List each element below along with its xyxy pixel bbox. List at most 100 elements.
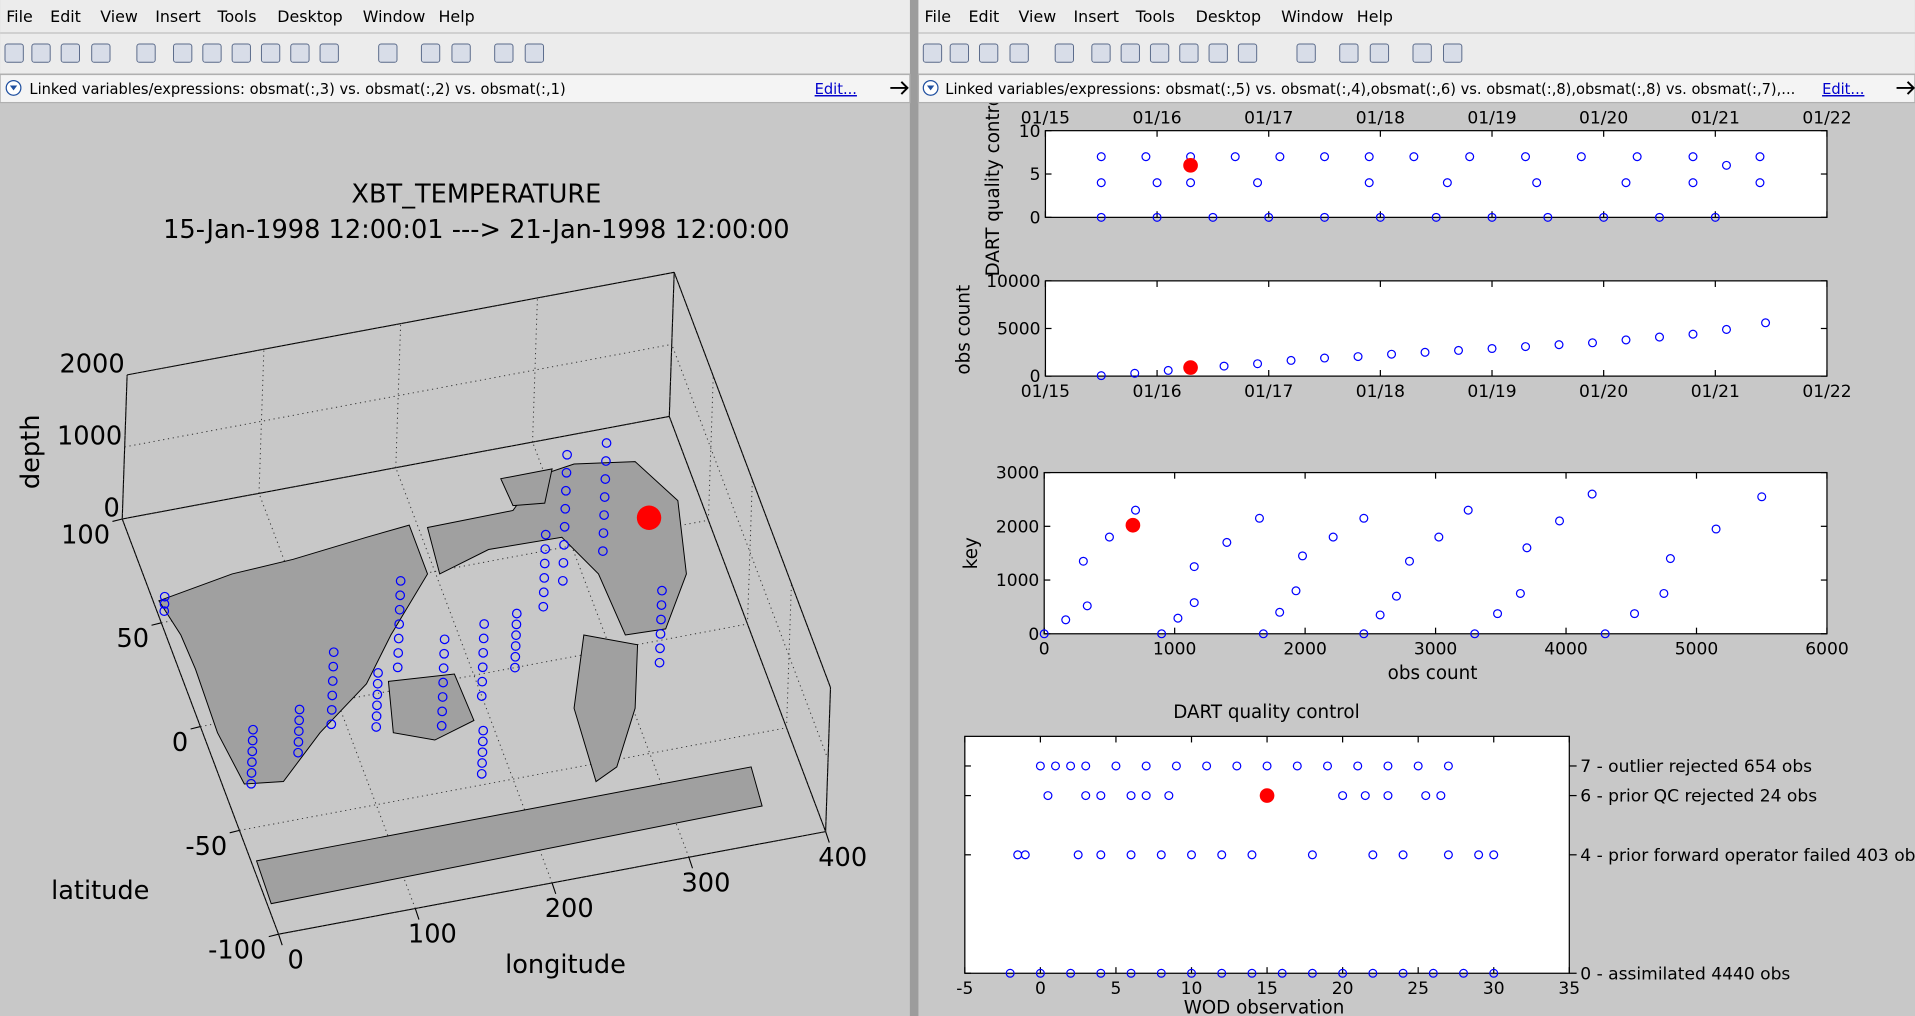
y-tick-label: 10000: [986, 272, 1040, 292]
menu-item[interactable]: Insert: [155, 7, 200, 26]
x-tick-label: 01/16: [1132, 382, 1181, 402]
toolbar-button[interactable]: [1444, 44, 1462, 62]
toolbar-button[interactable]: [421, 44, 439, 62]
linked-icon[interactable]: [6, 81, 21, 96]
toolbar-button[interactable]: [32, 44, 50, 62]
y-tick-label: 0: [1030, 208, 1041, 228]
x-tick-label: 4000: [1544, 640, 1587, 660]
menu-item[interactable]: File: [925, 7, 952, 26]
toolbar-button[interactable]: [1010, 44, 1028, 62]
y-tick-label: 0: [1028, 625, 1039, 645]
toolbar-button[interactable]: [1092, 44, 1110, 62]
y-tick-label: 7 - outlier rejected 654 obs: [1580, 757, 1812, 777]
x-tick-label: 400: [818, 843, 867, 873]
x-tick-label: 10: [1181, 979, 1203, 999]
plot-area: [1045, 281, 1827, 376]
screen: XBT_TEMPERATURE 15-Jan-1998 12:00:01 ---…: [0, 0, 1915, 1016]
toolbar-button[interactable]: [1340, 44, 1358, 62]
toolbar-button[interactable]: [979, 44, 997, 62]
toolbar-button[interactable]: [1238, 44, 1256, 62]
highlighted-point: [1126, 518, 1141, 533]
x-tick-label: 3000: [1414, 640, 1457, 660]
y-tick-label: 1000: [996, 571, 1039, 591]
highlighted-point: [1260, 788, 1275, 803]
y-tick-label: 5000: [997, 320, 1040, 340]
x-tick-label: 6000: [1805, 640, 1848, 660]
plot-area: [965, 736, 1569, 973]
edit-link[interactable]: Edit...: [815, 81, 857, 98]
x-tick-label: 5000: [1675, 640, 1718, 660]
z-tick-label: 1000: [57, 422, 122, 452]
toolbar-button[interactable]: [452, 44, 470, 62]
y-axis-label: key: [961, 537, 982, 569]
chart-title: DART quality control: [1173, 702, 1360, 723]
toolbar-button[interactable]: [1150, 44, 1168, 62]
toolbar-button[interactable]: [61, 44, 79, 62]
chart-title: XBT_TEMPERATURE: [351, 180, 601, 210]
toolbar-button[interactable]: [291, 44, 309, 62]
y-tick-label: 6 - prior QC rejected 24 obs: [1580, 787, 1817, 807]
menu-item[interactable]: Desktop: [277, 7, 342, 26]
x-tick-label: 01/21: [1691, 382, 1740, 402]
x-tick-label: 0: [1035, 979, 1046, 999]
menu-item[interactable]: Edit: [50, 7, 81, 26]
toolbar-button[interactable]: [1180, 44, 1198, 62]
chart-subtitle: 15-Jan-1998 12:00:01 ---> 21-Jan-1998 12…: [163, 215, 789, 245]
toolbar-button[interactable]: [261, 44, 279, 62]
toolbar-button[interactable]: [320, 44, 338, 62]
linked-icon[interactable]: [923, 81, 938, 96]
menu-item[interactable]: Window: [1281, 7, 1344, 26]
toolbar-button[interactable]: [1209, 44, 1227, 62]
menu-item[interactable]: Window: [363, 7, 426, 26]
x-axis-label: longitude: [505, 950, 626, 980]
toolbar-button[interactable]: [923, 44, 941, 62]
x-tick-label: 35: [1558, 979, 1580, 999]
y-tick-label: -100: [208, 936, 266, 966]
toolbar-button[interactable]: [525, 44, 543, 62]
menu-item[interactable]: File: [6, 7, 33, 26]
y-tick-label: -50: [185, 832, 227, 862]
toolbar-button[interactable]: [232, 44, 250, 62]
menu-item[interactable]: View: [100, 7, 138, 26]
menu-item[interactable]: Tools: [1135, 7, 1175, 26]
x-tick-label: 01/20: [1579, 108, 1628, 128]
edit-link[interactable]: Edit...: [1822, 81, 1864, 98]
x-tick-label: 200: [545, 894, 594, 924]
toolbar-button[interactable]: [495, 44, 513, 62]
toolbar-button[interactable]: [203, 44, 221, 62]
x-tick-label: 01/20: [1579, 382, 1628, 402]
toolbar-button[interactable]: [1413, 44, 1431, 62]
toolbar-button[interactable]: [1121, 44, 1139, 62]
y-axis-label: latitude: [51, 876, 149, 906]
menu-item[interactable]: Edit: [968, 7, 999, 26]
toolbar-button[interactable]: [137, 44, 155, 62]
menu-item[interactable]: Help: [1357, 7, 1393, 26]
x-axis-label: WOD observation: [1184, 998, 1345, 1016]
toolbar-button[interactable]: [379, 44, 397, 62]
z-axis-label: depth: [16, 415, 46, 490]
linked-text: Linked variables/expressions: obsmat(:,5…: [945, 81, 1795, 98]
menu-item[interactable]: View: [1019, 7, 1057, 26]
x-tick-label: 2000: [1283, 640, 1326, 660]
toolbar-button[interactable]: [92, 44, 110, 62]
toolbar-button[interactable]: [1297, 44, 1315, 62]
toolbar-button[interactable]: [1055, 44, 1073, 62]
toolbar-button[interactable]: [174, 44, 192, 62]
highlighted-point: [1183, 360, 1198, 375]
y-tick-label: 50: [116, 624, 149, 654]
menu-item[interactable]: Insert: [1074, 7, 1120, 26]
menu-item[interactable]: Desktop: [1196, 7, 1261, 26]
menu-item[interactable]: Help: [439, 7, 475, 26]
plot-area: [1045, 131, 1827, 218]
menu-item[interactable]: Tools: [216, 7, 256, 26]
toolbar-button[interactable]: [950, 44, 968, 62]
y-tick-label: 2000: [996, 517, 1039, 537]
x-tick-label: 01/17: [1244, 108, 1293, 128]
toolbar-button[interactable]: [5, 44, 23, 62]
toolbar-button[interactable]: [1370, 44, 1388, 62]
x-tick-label: 1000: [1153, 640, 1196, 660]
y-tick-label: 4 - prior forward operator failed 403 ob…: [1580, 846, 1915, 866]
y-tick-label: 3000: [996, 464, 1039, 484]
y-tick-label: 0: [172, 728, 188, 758]
window-chrome: Linked variables/expressions: obsmat(:,3…: [0, 0, 1915, 103]
